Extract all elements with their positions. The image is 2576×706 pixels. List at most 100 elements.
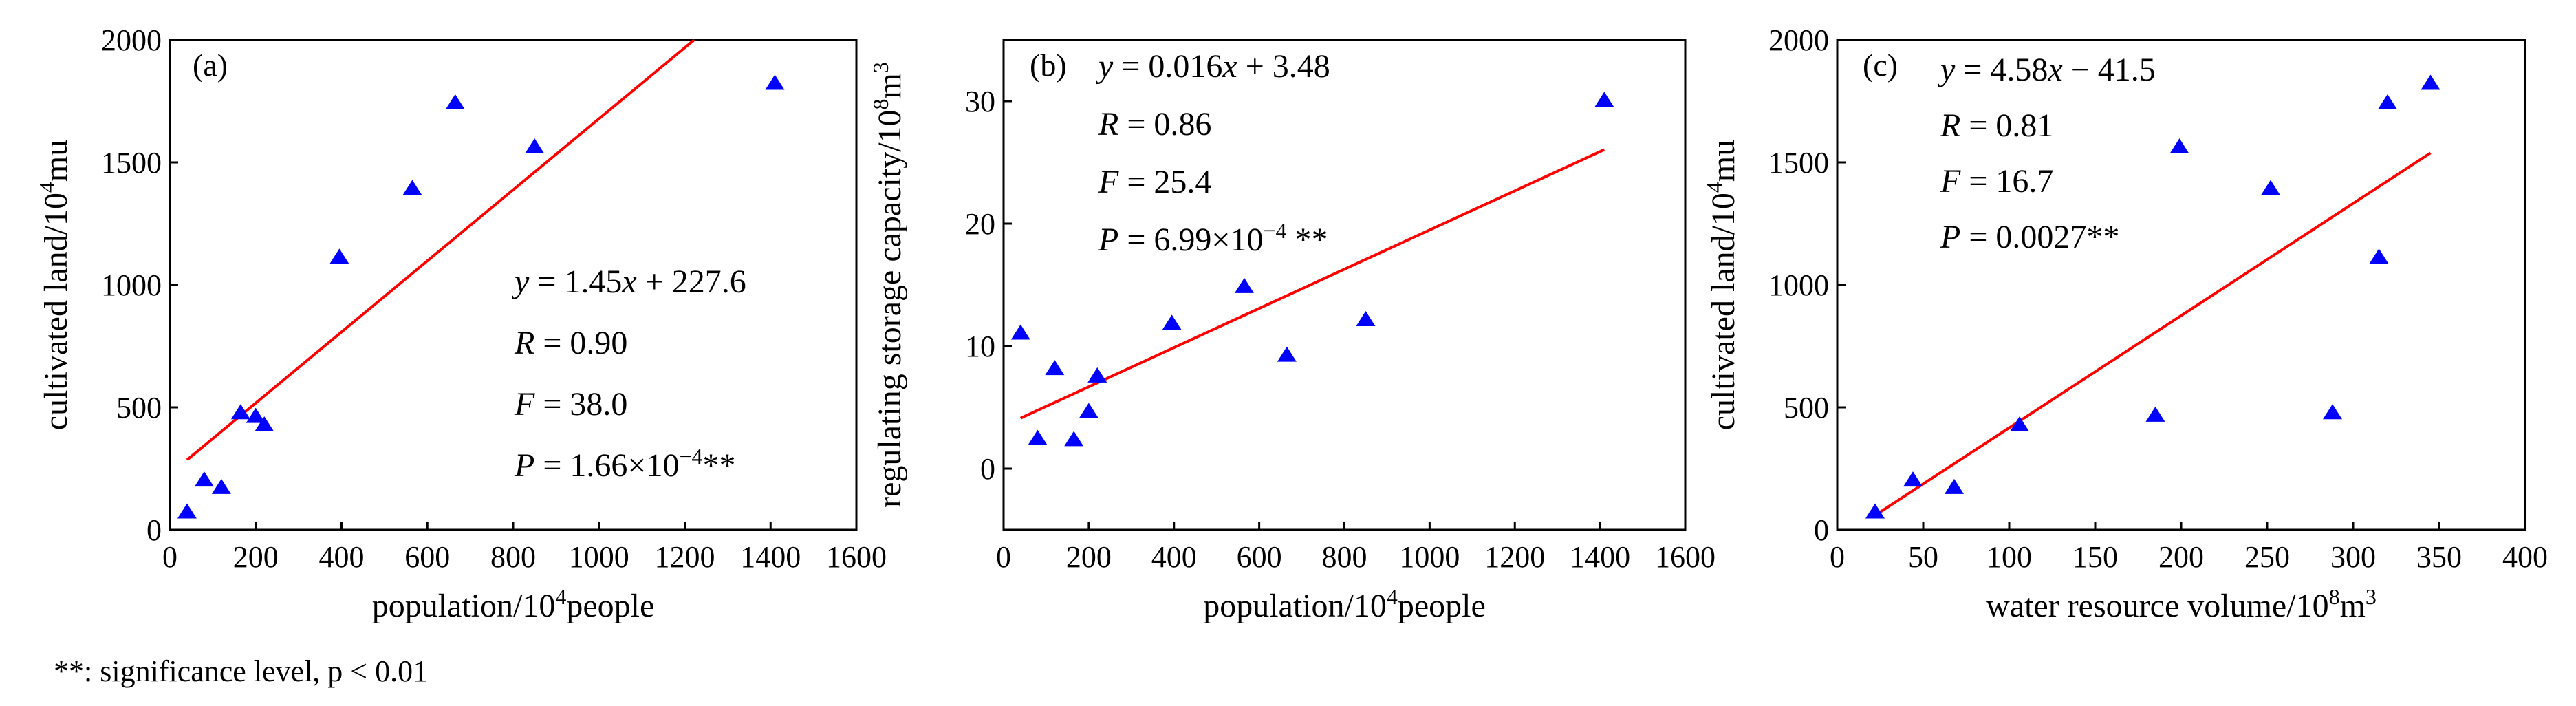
- panel-c-annotation-line: F = 16.7: [1940, 163, 2053, 200]
- panel-c-x-axis-title: water resource volume/108m3: [1986, 584, 2377, 624]
- panel-c-x-tick-label: 300: [2330, 540, 2376, 574]
- panel-c-fit-line: [1874, 151, 2432, 517]
- panel-c-x-tick-label: 0: [1830, 540, 1845, 574]
- panel-c-annotation-line: R = 0.81: [1940, 107, 2053, 144]
- panel-b-data-point: [1277, 346, 1297, 362]
- panel-b-x-axis-title: population/104people: [1203, 584, 1486, 624]
- panel-c-x-tick-label: 150: [2072, 540, 2118, 574]
- panel-a-annotation-line: R = 0.90: [514, 325, 627, 361]
- panel-c-data-point: [2010, 416, 2029, 432]
- panel-b: 0 200 400 600 800 1000 1200 1400 1600 0 10 20 30 (b) p…: [868, 39, 1715, 624]
- panel-b-y-tick-label: 0: [980, 452, 995, 486]
- panel-c-y-tick-label: 0: [1814, 513, 1829, 547]
- panel-a-x-tick-label: 1600: [826, 540, 887, 574]
- panel-c-annotation-p-value: P = 0.0027**: [1940, 219, 2119, 255]
- panel-b-data-point: [1010, 324, 1030, 340]
- panel-c-data-point: [2145, 406, 2165, 422]
- panel-b-x-tick-label: 600: [1237, 540, 1282, 574]
- panel-b-data-point: [1079, 403, 1098, 418]
- panel-a-annotation-line: F = 38.0: [514, 386, 627, 422]
- panel-b-data-point: [1087, 367, 1107, 383]
- panel-b-annotation-p-value: P = 6.99×10−4 **: [1098, 218, 1328, 258]
- panel-c-data-point: [2369, 248, 2389, 264]
- panel-b-y-axis-title: regulating storage capacity/108m3: [868, 62, 908, 508]
- panel-c-x-tick-label: 50: [1908, 540, 1938, 574]
- panel-a-data-point: [525, 138, 545, 153]
- panel-a-x-tick-label: 600: [404, 540, 450, 574]
- panel-b-x-tick-label: 0: [996, 540, 1011, 574]
- panel-b-x-tick-label: 400: [1151, 540, 1197, 574]
- panel-b-fit-line: [1019, 148, 1605, 420]
- panel-c-data-point: [1945, 478, 1964, 494]
- panel-c-data-point: [1865, 503, 1885, 519]
- panel-a-data-point: [246, 407, 266, 423]
- panel-b-data-point: [1064, 431, 1084, 447]
- panel-c-y-tick-label: 500: [1784, 391, 1829, 425]
- panel-a-y-tick-label: 1000: [101, 268, 162, 302]
- panel-b-x-tick-label: 1200: [1484, 540, 1545, 574]
- panel-a-y-tick-label: 1500: [101, 146, 162, 180]
- panel-b-data-point: [1234, 277, 1254, 293]
- panel-b-x-tick-label: 1000: [1399, 540, 1460, 574]
- panel-b-label: (b): [1030, 47, 1067, 83]
- panel-a-y-tick-label: 2000: [101, 23, 162, 57]
- panel-a-data-point: [255, 416, 274, 432]
- panel-b-y-tick-label: 30: [965, 85, 995, 118]
- panel-c-x-tick-label: 200: [2158, 540, 2204, 574]
- panel-a-label: (a): [193, 47, 228, 83]
- panel-a-y-tick-label: 0: [147, 513, 162, 547]
- footnote: **: significance level, p < 0.01: [54, 654, 428, 688]
- panel-b-data-point: [1594, 92, 1614, 107]
- panel-c-annotation-line: y = 4.58x − 41.5: [1937, 52, 2156, 88]
- panel-a-x-tick-label: 1000: [569, 540, 629, 574]
- panel-a-x-tick-label: 1200: [655, 540, 715, 574]
- panel-c-label: (c): [1863, 47, 1898, 83]
- panel-c-y-tick-label: 1000: [1768, 268, 1829, 302]
- panel-a-data-point: [329, 248, 349, 264]
- panel-b-annotation-line: y = 0.016x + 3.48: [1095, 48, 1330, 85]
- panel-a-y-tick-label: 500: [116, 391, 162, 425]
- panel-b-x-tick-label: 1600: [1655, 540, 1715, 574]
- panel-b-data-point: [1028, 429, 1048, 445]
- panel-c-x-tick-label: 400: [2502, 540, 2548, 574]
- panel-a-x-tick-label: 0: [162, 540, 177, 574]
- panel-a-data-point: [211, 478, 231, 494]
- panel-a-axes-frame: [169, 39, 858, 531]
- panel-c: 0 50 100 150 200 250 300 350 400 0 500 1000 1500 2000…: [1702, 23, 2548, 624]
- panel-c-x-tick-label: 250: [2244, 540, 2290, 574]
- panel-a-data-point: [445, 94, 465, 109]
- panel-c-data-point: [1903, 471, 1923, 487]
- panel-a-data-point: [765, 74, 785, 90]
- panel-a-fit-line: [186, 39, 695, 461]
- panel-c-x-tick-label: 100: [1987, 540, 2032, 574]
- panel-a-x-tick-label: 800: [490, 540, 536, 574]
- panel-b-data-point: [1045, 360, 1065, 376]
- panel-a-data-point: [402, 180, 422, 195]
- panel-c-data-point: [2323, 404, 2342, 420]
- panel-b-annotation-line: R = 0.86: [1098, 106, 1211, 142]
- panel-c-y-tick-label: 1500: [1768, 146, 1829, 180]
- panel-c-data-point: [2169, 138, 2189, 153]
- panel-a: 0 200 400 600 800 1000 1200 1400 1600 0 500 1000 150…: [34, 23, 887, 624]
- panel-b-x-tick-label: 800: [1322, 540, 1367, 574]
- panel-b-y-tick-label: 20: [965, 207, 995, 241]
- panel-c-data-point: [2421, 74, 2440, 90]
- panel-a-x-tick-label: 1400: [740, 540, 801, 574]
- panel-b-y-tick-label: 10: [965, 330, 995, 363]
- panel-a-x-tick-label: 400: [319, 540, 365, 574]
- panel-c-y-axis-title: cultivated land/104mu: [1702, 140, 1742, 431]
- panel-a-data-point: [194, 471, 214, 487]
- panel-a-annotation-line: y = 1.45x + 227.6: [511, 264, 746, 300]
- panel-c-x-tick-label: 350: [2416, 540, 2462, 574]
- panel-b-annotation-line: F = 25.4: [1098, 164, 1211, 200]
- panel-a-annotation-p-value: P = 1.66×10−4**: [514, 444, 736, 484]
- panel-b-data-point: [1162, 314, 1182, 330]
- panel-a-x-axis-title: population/104people: [372, 584, 655, 624]
- panel-a-x-tick-label: 200: [233, 540, 279, 574]
- panel-b-x-tick-label: 1400: [1570, 540, 1630, 574]
- panel-c-y-tick-label: 2000: [1768, 23, 1829, 57]
- panel-a-data-point: [230, 404, 250, 420]
- panel-a-data-point: [177, 503, 197, 519]
- panel-b-data-point: [1356, 310, 1376, 326]
